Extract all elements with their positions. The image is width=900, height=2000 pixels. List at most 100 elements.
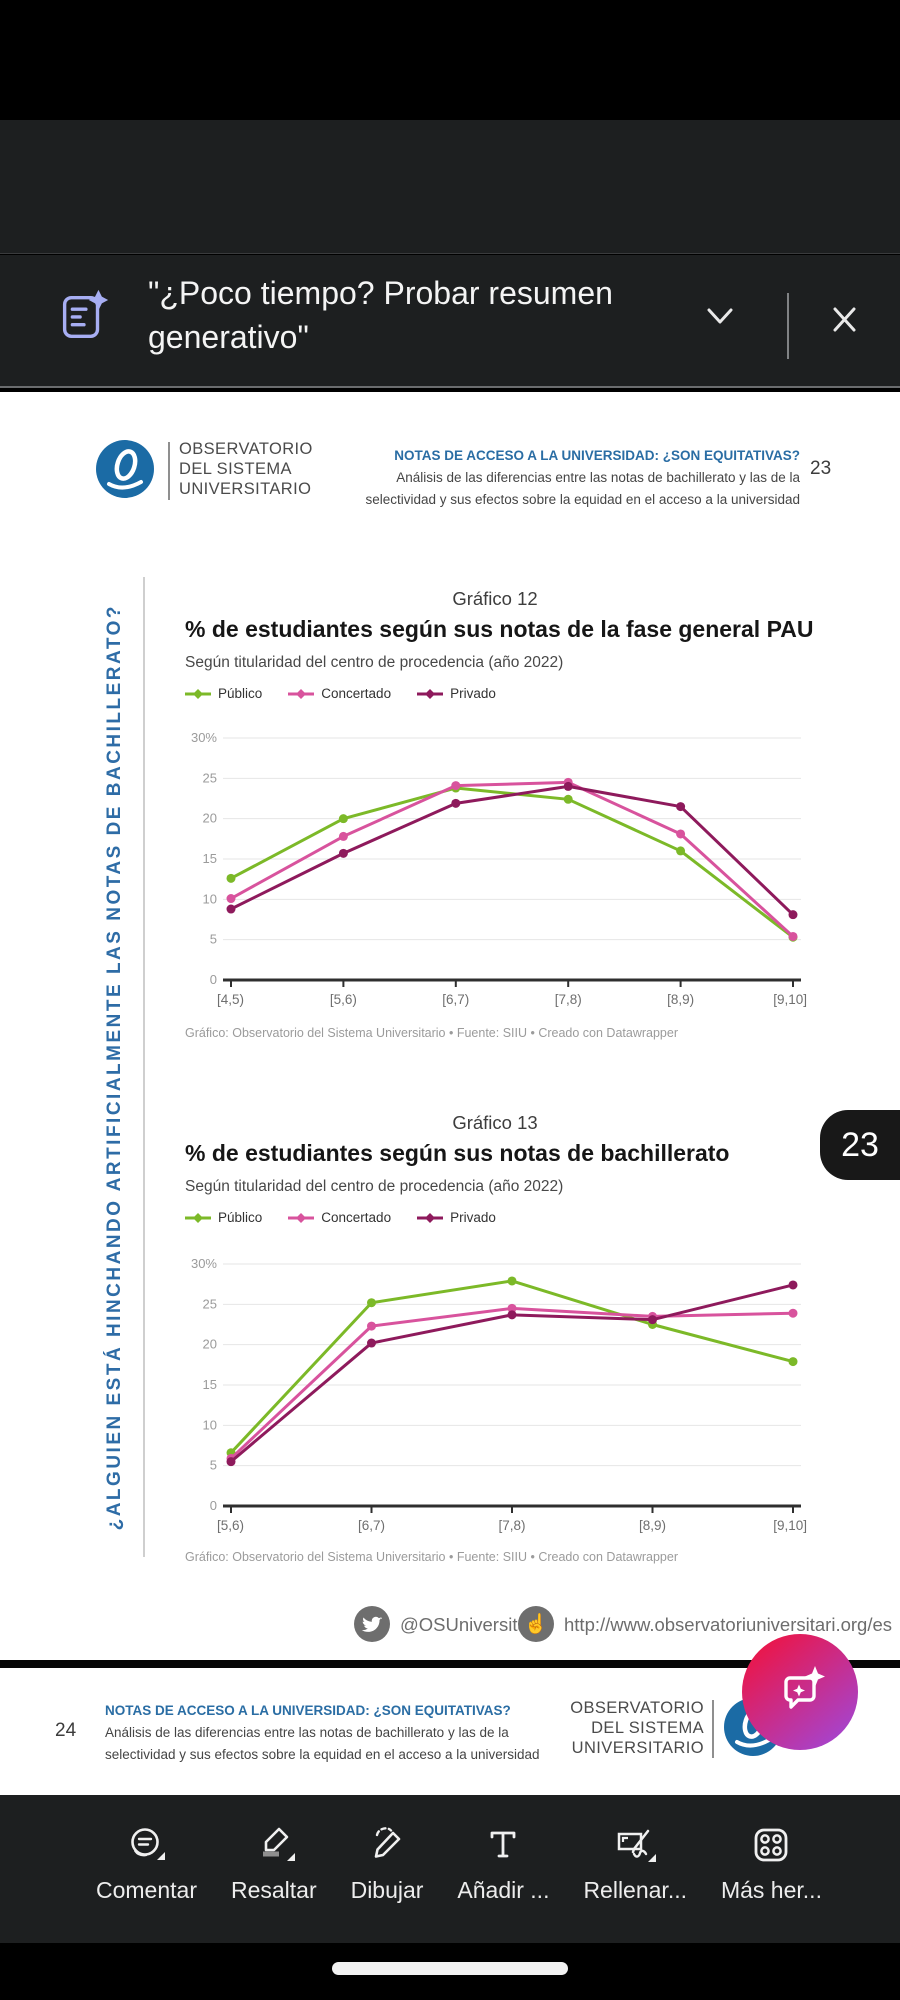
chart1-footer: Gráfico: Observatorio del Sistema Univer… bbox=[185, 1026, 678, 1040]
chevron-down-icon[interactable] bbox=[700, 297, 740, 337]
svg-text:5: 5 bbox=[210, 932, 217, 947]
chart2-title: % de estudiantes según sus notas de bach… bbox=[185, 1140, 730, 1166]
chart2-kicker: Gráfico 13 bbox=[452, 1112, 538, 1133]
doc-subtitle-line2: selectividad y sus efectos sobre la equi… bbox=[105, 1746, 540, 1762]
legend-item-publico: Público bbox=[185, 1210, 262, 1225]
header-divider bbox=[168, 442, 170, 500]
generative-summary-banner[interactable]: "¿Poco tiempo? Probar resumen generativo… bbox=[0, 255, 900, 388]
legend-marker-icon bbox=[288, 1212, 315, 1223]
header-divider bbox=[712, 1700, 714, 1758]
banner-divider bbox=[787, 293, 789, 359]
highlighter-icon bbox=[262, 1827, 295, 1861]
line-chart-grafico-12: 0 5 10 15 20 25 30% [4,5) [5,6) [6,7) [7,8) [8,9) [9… bbox=[191, 730, 807, 1007]
svg-text:[7,8): [7,8) bbox=[498, 1518, 525, 1533]
legend-marker-icon bbox=[185, 1212, 211, 1223]
svg-text:0: 0 bbox=[210, 1498, 217, 1513]
top-toolbar bbox=[0, 120, 900, 340]
svg-text:15: 15 bbox=[203, 851, 217, 866]
legend-marker-icon bbox=[417, 1212, 444, 1223]
twitter-handle: @OSUniversitari bbox=[400, 1614, 539, 1635]
svg-text:10: 10 bbox=[203, 1417, 217, 1432]
tool-label: Rellenar... bbox=[583, 1877, 687, 1903]
org-line: DEL SISTEMA bbox=[179, 460, 292, 478]
more-tools-icon bbox=[755, 1828, 788, 1862]
svg-text:15: 15 bbox=[203, 1377, 217, 1392]
legend-marker-icon bbox=[288, 688, 315, 699]
svg-text:[9,10]: [9,10] bbox=[773, 1518, 807, 1533]
doc-header-left: NOTAS DE ACCESO A LA UNIVERSIDAD: ¿SON E… bbox=[105, 1700, 645, 1765]
chart2-footer: Gráfico: Observatorio del Sistema Univer… bbox=[185, 1550, 678, 1564]
svg-text:0: 0 bbox=[210, 972, 217, 987]
org-line: UNIVERSITARIO bbox=[179, 480, 312, 498]
draw-pencil-icon bbox=[374, 1827, 401, 1858]
legend-label: Público bbox=[218, 1210, 263, 1225]
legend-label: Concertado bbox=[321, 1210, 392, 1225]
add-text-icon bbox=[491, 1831, 516, 1858]
tool-dibujar[interactable]: Dibujar bbox=[350, 1821, 424, 1943]
svg-text:5: 5 bbox=[210, 1458, 217, 1473]
comment-icon bbox=[131, 1828, 166, 1860]
current-page-badge: 23 bbox=[820, 1110, 900, 1180]
page-gap bbox=[0, 1660, 900, 1668]
tool-label: Añadir ... bbox=[457, 1877, 550, 1903]
ai-assistant-fab[interactable] bbox=[742, 1634, 858, 1750]
tool-rellenar-firmar[interactable]: Rellenar... bbox=[583, 1821, 687, 1943]
svg-text:[7,8): [7,8) bbox=[555, 992, 582, 1007]
tool-label: Más her... bbox=[720, 1877, 822, 1903]
chart1-kicker: Gráfico 12 bbox=[452, 588, 538, 609]
org-line: UNIVERSITARIO bbox=[571, 1739, 704, 1757]
doc-title: NOTAS DE ACCESO A LA UNIVERSIDAD: ¿SON E… bbox=[394, 448, 800, 463]
margin-rule bbox=[143, 577, 145, 1557]
legend-item-concertado: Concertado bbox=[288, 1210, 391, 1225]
line-chart-grafico-13: 0 5 10 15 20 25 30% [5,6) [6,7) [7,8) [8,9) [9,10] bbox=[191, 1256, 807, 1533]
page-number-23: 23 bbox=[810, 458, 832, 479]
svg-text:10: 10 bbox=[203, 891, 217, 906]
pdf-page-23[interactable]: OBSERVATORIO DEL SISTEMA UNIVERSITARIO N… bbox=[0, 392, 900, 1660]
svg-text:[6,7): [6,7) bbox=[358, 1518, 385, 1533]
legend-marker-icon bbox=[185, 688, 211, 699]
legend-label: Público bbox=[218, 686, 263, 701]
banner-text: "¿Poco tiempo? Probar resumen generativo… bbox=[148, 275, 613, 355]
svg-text:30%: 30% bbox=[191, 730, 217, 745]
hand-pointer-icon: ☝ bbox=[518, 1606, 554, 1642]
tool-mas-herramientas[interactable]: Más her... bbox=[721, 1821, 822, 1943]
chart1-subtitle: Según titularidad del centro de proceden… bbox=[185, 654, 564, 671]
chart1-legend: Público Concertado Privado bbox=[185, 686, 496, 701]
svg-text:25: 25 bbox=[203, 1296, 217, 1311]
tool-resaltar[interactable]: Resaltar bbox=[231, 1821, 317, 1943]
chat-sparkle-icon bbox=[784, 1666, 825, 1709]
org-name: OBSERVATORIO DEL SISTEMA UNIVERSITARIO bbox=[570, 1698, 704, 1758]
legend-label: Privado bbox=[450, 686, 496, 701]
org-line: OBSERVATORIO bbox=[179, 440, 313, 458]
legend-item-privado: Privado bbox=[417, 1210, 496, 1225]
legend-item-publico: Público bbox=[185, 686, 262, 701]
margin-question-wrap: ¿ALGUIEN ESTÁ HINCHANDO ARTIFICIALMENTE … bbox=[94, 577, 136, 1557]
close-icon[interactable] bbox=[824, 299, 864, 339]
gesture-area bbox=[0, 1943, 900, 2000]
legend-label: Concertado bbox=[321, 686, 392, 701]
doc-subtitle-line1: Análisis de las diferencias entre las no… bbox=[105, 1725, 509, 1740]
tool-anadir-texto[interactable]: Añadir ... bbox=[457, 1821, 549, 1943]
svg-text:20: 20 bbox=[203, 811, 217, 826]
legend-item-concertado: Concertado bbox=[288, 686, 391, 701]
legend-marker-icon bbox=[417, 688, 444, 699]
svg-text:25: 25 bbox=[203, 770, 217, 785]
page-number-24: 24 bbox=[55, 1720, 77, 1741]
doc-subtitle-line1: Análisis de las diferencias entre las no… bbox=[396, 470, 800, 485]
chart2-legend: Público Concertado Privado bbox=[185, 1210, 496, 1225]
annotation-toolbar: Comentar Resaltar Dibujar Añadir ... bbox=[0, 1795, 900, 1943]
tool-label: Dibujar bbox=[350, 1877, 424, 1903]
osu-logo bbox=[96, 440, 154, 498]
doc-title: NOTAS DE ACCESO A LA UNIVERSIDAD: ¿SON E… bbox=[105, 1703, 511, 1718]
svg-text:30%: 30% bbox=[191, 1256, 217, 1271]
tool-label: Resaltar bbox=[230, 1877, 317, 1903]
gesture-handle[interactable] bbox=[332, 1962, 568, 1975]
chart2-subtitle: Según titularidad del centro de proceden… bbox=[185, 1178, 564, 1195]
tool-comentar[interactable]: Comentar bbox=[96, 1821, 197, 1943]
twitter-icon bbox=[354, 1606, 390, 1642]
website-url[interactable]: http://www.observatoriuniversitari.org/e… bbox=[564, 1614, 892, 1635]
status-bar bbox=[0, 0, 900, 120]
org-line: OBSERVATORIO bbox=[570, 1699, 704, 1717]
svg-text:[5,6): [5,6) bbox=[217, 1518, 244, 1533]
